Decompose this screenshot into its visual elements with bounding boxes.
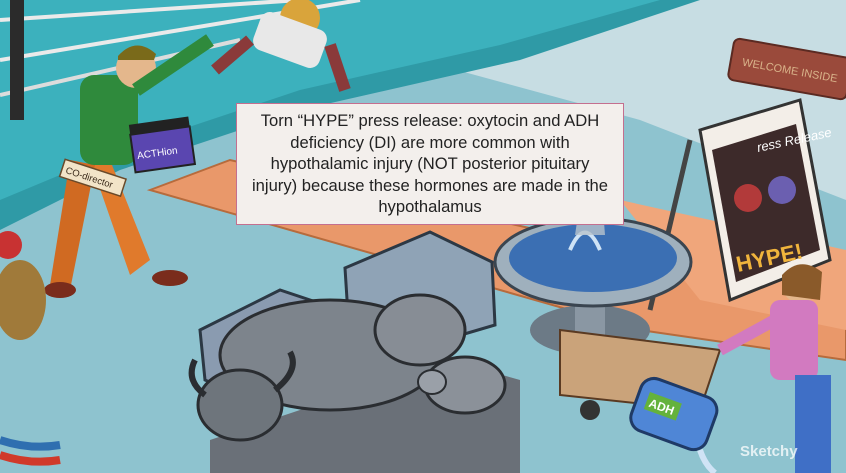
- satchel: [0, 260, 46, 340]
- ring-post: [10, 0, 24, 120]
- watermark: Sketchy: [740, 443, 798, 460]
- doormat: WELCOME INSIDE: [727, 37, 846, 101]
- boxing-glove-right: [768, 176, 796, 204]
- boxing-glove-left: [734, 184, 762, 212]
- buffalo-statue: [188, 293, 467, 442]
- callout-text: Torn “HYPE” press release: oxytocin and …: [251, 111, 609, 217]
- water-jug: ADH: [629, 376, 719, 452]
- callout-box: Torn “HYPE” press release: oxytocin and …: [236, 103, 624, 225]
- wrestler-figure: [211, 0, 351, 92]
- pig-statue: [417, 355, 507, 415]
- ring-apron: [0, 0, 660, 200]
- man-figure: [717, 264, 831, 473]
- red-hair: [0, 231, 22, 259]
- clapperboard: ACTHion: [128, 116, 197, 174]
- hose: [0, 436, 61, 451]
- ring-rope-1: [0, 0, 301, 22]
- cart-wheel: [580, 400, 600, 420]
- water-spill: [697, 449, 717, 473]
- hose-2: [0, 451, 61, 466]
